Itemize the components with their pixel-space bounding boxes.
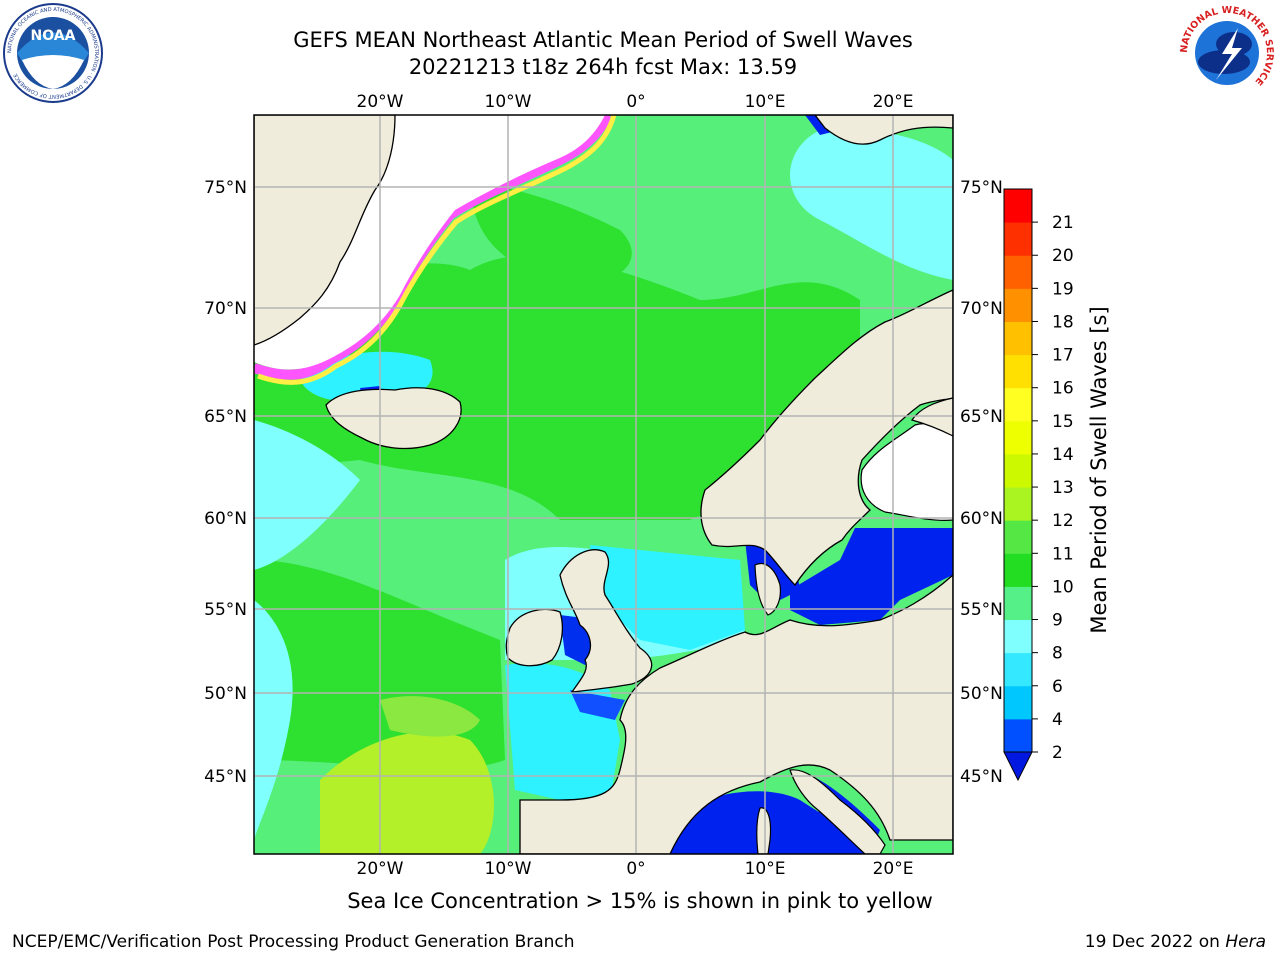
denmark-landmass [754,563,781,616]
lon-label-top: 10°E [745,92,786,112]
iceland-landmass [325,387,462,450]
colorbar-swatch [1004,553,1032,587]
colorbar-tick-label: 8 [1052,644,1063,664]
corsica-sardinia [756,807,772,854]
colorbar-tick-label: 12 [1052,511,1074,531]
graticule [254,115,953,854]
lat-label-left: 60°N [204,509,247,529]
swell-yellow-green-region [320,732,494,854]
lon-label-top: 0° [626,92,645,112]
sea-ice-note: Sea Ice Concentration > 15% is shown in … [347,889,933,913]
colorbar-tick-label: 11 [1052,544,1074,564]
swell-cyan-region [590,545,745,650]
colorbar-tick-label: 2 [1052,743,1063,763]
colorbar-tick-label: 13 [1052,478,1074,498]
swell-green-region [470,180,632,282]
lon-label-bottom: 10°W [485,859,532,879]
colorbar-swatch [1004,255,1032,289]
colorbar-swatch [1004,520,1032,554]
gulf-of-bothnia [860,423,953,521]
colorbar-swatch [1004,453,1032,488]
colorbar-tick-label: 20 [1052,246,1074,266]
colorbar-tick-label: 4 [1052,710,1063,730]
italy-landmass [789,769,886,854]
swell-blue-region [570,690,625,720]
nws-logo: NATIONAL WEATHER SERVICE [1178,4,1276,102]
colorbar-tick-label: 9 [1052,611,1063,631]
map-figure: 20°W 10°W 0° 10°E 20°E 20°W 10°W 0° 10°E… [204,92,1111,879]
swell-green-region [254,255,860,521]
greenland-coast-land [254,115,396,346]
lon-label-top: 20°W [357,92,404,112]
scandinavia-landmass [700,289,953,587]
map-area [254,115,953,854]
colorbar-swatch [1004,321,1032,356]
colorbar-label: Mean Period of Swell Waves [s] [1087,306,1111,633]
lon-label-bottom: 20°W [357,859,404,879]
lat-label-right: 75°N [960,178,1003,198]
colorbar-swatch [1004,586,1032,621]
chart-subtitle: 20221213 t18z 264h fcst Max: 13.59 [408,55,798,79]
lon-label-bottom: 20°E [873,859,914,879]
noaa-logo: NOAA NATIONAL OCEANIC AND ATMOSPHERIC AD… [3,3,103,103]
swell-light-cyan-region [254,600,293,840]
lat-label-left: 70°N [204,299,247,319]
swell-light-cyan-region [790,129,953,280]
swell-light-cyan-region [254,420,360,570]
lat-label-right: 65°N [960,407,1003,427]
colorbar-swatch [1004,487,1032,521]
colorbar-tick-label: 19 [1052,279,1074,299]
lat-label-left: 50°N [204,684,247,704]
colorbar-swatch [1004,420,1032,455]
lat-label-left: 55°N [204,600,247,620]
colorbar-extend-arrow [1003,751,1033,782]
sea-ice-edge [257,115,617,385]
map-frame [253,114,954,855]
colorbar-tick-label: 10 [1052,577,1074,597]
run-date-text: 19 Dec 2022 on [1084,932,1226,952]
colorbar-swatch [1004,685,1032,720]
lat-label-left: 65°N [204,407,247,427]
colorbar-swatch [1004,619,1032,654]
colorbar-swatch [1004,387,1032,422]
lon-label-top: 10°W [485,92,532,112]
colorbar-tick-label: 17 [1052,346,1074,366]
colorbar-tick-label: 18 [1052,312,1074,332]
colorbar-tick-label: 14 [1052,445,1074,465]
lon-label-top: 20°E [873,92,914,112]
colorbar-swatch [1004,222,1032,256]
svalbard-landmass [814,115,953,145]
host-name: Hera [1225,932,1266,952]
colorbar: 2 4 6 8 9 10 11 12 13 14 15 16 17 18 19 20 21 [1003,188,1074,782]
lat-label-right: 60°N [960,509,1003,529]
lat-label-right: 70°N [960,299,1003,319]
lon-label-bottom: 0° [626,859,645,879]
producer-credit: NCEP/EMC/Verification Post Processing Pr… [12,932,575,952]
chart-title: GEFS MEAN Northeast Atlantic Mean Period… [293,28,913,52]
colorbar-swatch [1004,718,1032,753]
colorbar-swatch [1004,354,1032,389]
finland-landmass [911,397,953,437]
lat-label-left: 75°N [204,178,247,198]
swell-yellow-green-region [380,696,480,737]
colorbar-swatch [1004,189,1032,223]
great-britain-landmass [559,549,653,693]
lat-label-left: 45°N [204,767,247,787]
lat-label-right: 50°N [960,684,1003,704]
colorbar-tick-label: 21 [1052,213,1074,233]
lat-label-right: 55°N [960,600,1003,620]
colorbar-tick-label: 15 [1052,412,1074,432]
colorbar-tick-label: 6 [1052,677,1063,697]
colorbar-tick-label: 16 [1052,379,1074,399]
lon-label-bottom: 10°E [745,859,786,879]
europe-landmass [519,574,953,854]
lat-label-right: 45°N [960,767,1003,787]
colorbar-swatch [1004,288,1032,322]
colorbar-swatch [1004,652,1032,687]
noaa-logo-text: NOAA [31,28,76,44]
swell-blue-region [790,528,953,625]
run-date: 19 Dec 2022 on Hera [1085,932,1266,952]
colorbar-frame [1003,188,1033,753]
